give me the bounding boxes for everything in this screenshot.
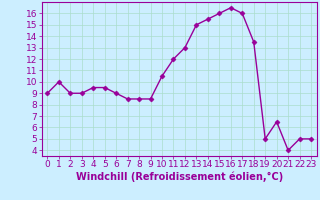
X-axis label: Windchill (Refroidissement éolien,°C): Windchill (Refroidissement éolien,°C) — [76, 172, 283, 182]
